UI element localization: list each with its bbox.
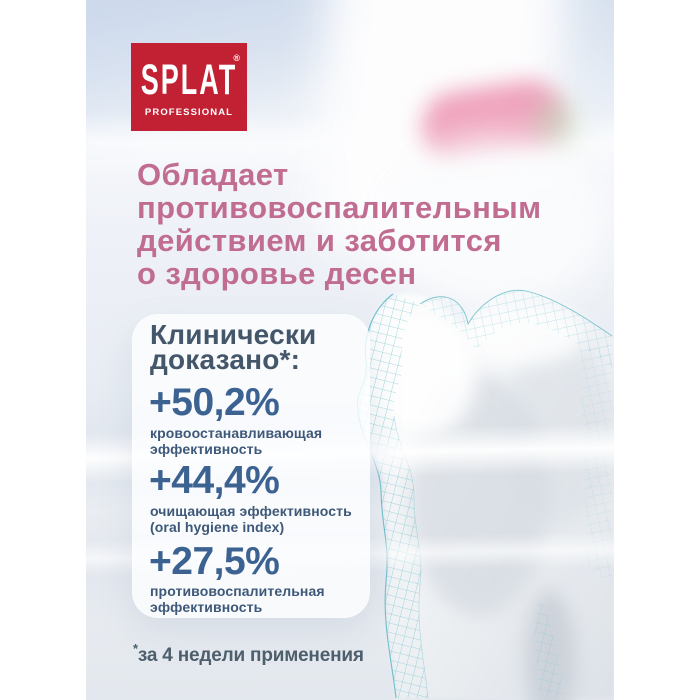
headline-line-3: действием и заботится: [137, 223, 502, 258]
headline: Обладает противовоспалительным действием…: [137, 158, 541, 290]
stat-label-1-line-2: эффективность: [150, 440, 263, 457]
stats-card: [132, 314, 370, 618]
splat-logo: SPLAT ® PROFESSIONAL: [131, 43, 247, 131]
card-title-line-1: Клинически: [150, 319, 317, 350]
logo-wordmark: SPLAT: [140, 56, 238, 104]
stat-value-3: +27,5%: [149, 540, 280, 583]
tube-nose-glow: [382, 138, 612, 308]
stat-label-1: кровоостанавливающая эффективность: [150, 425, 323, 457]
footnote: *за 4 недели применения: [133, 641, 364, 667]
stat-value-1: +50,2%: [149, 381, 280, 424]
tooth-wireframe-graphic: [356, 289, 614, 700]
card-title-line-2: доказано*:: [150, 344, 301, 375]
stat-label-2: очищающая эффективность (oral hygiene in…: [150, 503, 352, 535]
logo-subtitle: PROFESSIONAL: [144, 107, 234, 118]
card-title: Клинически доказано*:: [150, 319, 317, 375]
photo-background: [86, 0, 614, 700]
footnote-text: за 4 недели применения: [137, 645, 364, 666]
headline-line-4: о здоровье десен: [137, 256, 417, 291]
footnote-asterisk: *: [133, 641, 138, 656]
tube-green-tint: [534, 98, 576, 150]
headline-line-2: противовоспалительным: [137, 190, 542, 225]
headline-line-1: Обладает: [137, 157, 289, 192]
stat-label-2-line-2: (oral hygiene index): [150, 518, 285, 535]
stat-label-1-line-1: кровоостанавливающая: [150, 425, 323, 441]
stat-label-2-line-1: очищающая эффективность: [150, 503, 352, 519]
stat-label-3-line-1: противовоспалительная: [150, 583, 325, 599]
stat-label-3-line-2: эффективность: [150, 598, 263, 615]
registered-trademark-mark: ®: [233, 53, 240, 63]
stat-label-3: противовоспалительная эффективность: [150, 583, 325, 615]
stat-value-2: +44,4%: [149, 459, 280, 502]
